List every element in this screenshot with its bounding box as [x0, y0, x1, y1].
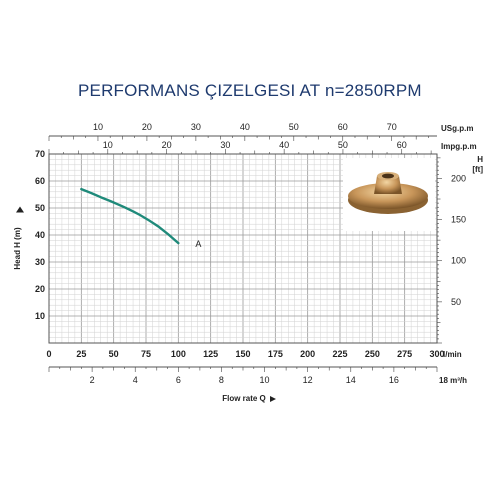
m3h-unit-label: 18 m³/h: [439, 376, 467, 385]
usgpm-tick-label: 50: [289, 122, 299, 132]
x-tick-label: 300: [429, 349, 444, 359]
y-tick-label: 40: [35, 230, 45, 240]
ft-unit-label: [ft]: [472, 165, 483, 174]
x-tick-label: 225: [332, 349, 347, 359]
impeller-hub: [374, 176, 402, 194]
y-tick-label: 30: [35, 257, 45, 267]
impgpm-tick-label: 10: [103, 140, 113, 150]
m3h-tick-label: 10: [260, 375, 270, 385]
x-tick-label: 100: [171, 349, 186, 359]
impgpm-tick-label: 40: [279, 140, 289, 150]
ft-tick-label: 150: [451, 215, 466, 225]
axes: [48, 135, 442, 372]
impgpm-tick-label: 50: [338, 140, 348, 150]
y-axis-title: Head H (m): [13, 227, 22, 270]
m3h-tick-label: 6: [176, 375, 181, 385]
x-tick-label: 0: [46, 349, 51, 359]
x-axis-title: Flow rate Q: [222, 394, 266, 403]
series-label: A: [195, 239, 201, 249]
y-axis-arrow-icon: [16, 206, 24, 213]
x-tick-label: 250: [365, 349, 380, 359]
usgpm-tick-label: 40: [240, 122, 250, 132]
impgpm-tick-label: 30: [220, 140, 230, 150]
impgpm-unit-label: Impg.p.m: [441, 142, 477, 151]
usgpm-tick-label: 60: [338, 122, 348, 132]
usgpm-tick-label: 70: [387, 122, 397, 132]
ft-tick-label: 200: [451, 173, 466, 183]
impgpm-tick-label: 60: [397, 140, 407, 150]
x-tick-label: 50: [109, 349, 119, 359]
usgpm-unit-label: USg.p.m: [441, 124, 473, 133]
impgpm-tick-label: 20: [162, 140, 172, 150]
m3h-tick-label: 8: [219, 375, 224, 385]
chart-title: PERFORMANS ÇIZELGESI AT n=2850RPM: [78, 81, 422, 100]
x-tick-label: 25: [76, 349, 86, 359]
impeller-disc: [348, 183, 428, 209]
y-tick-label: 60: [35, 176, 45, 186]
impeller-eye: [382, 173, 394, 179]
impeller-photo: [343, 158, 435, 231]
x-tick-label: 175: [268, 349, 283, 359]
ft-tick-label: 50: [451, 297, 461, 307]
y-tick-label: 10: [35, 311, 45, 321]
x-tick-label: 150: [235, 349, 250, 359]
x-tick-label: 75: [141, 349, 151, 359]
usgpm-tick-label: 30: [191, 122, 201, 132]
x-tick-label: 200: [300, 349, 315, 359]
ft-tick-label: 100: [451, 256, 466, 266]
m3h-tick-label: 14: [346, 375, 356, 385]
y-tick-label: 70: [35, 149, 45, 159]
x-tick-label: 125: [203, 349, 218, 359]
usgpm-tick-label: 20: [142, 122, 152, 132]
grid: [48, 153, 438, 344]
x-tick-label: 275: [397, 349, 412, 359]
series-curve-A: [80, 187, 180, 245]
x-axis-arrow-icon: [270, 396, 276, 402]
m3h-tick-label: 12: [303, 375, 313, 385]
usgpm-tick-label: 10: [93, 122, 103, 132]
m3h-tick-label: 16: [389, 375, 399, 385]
ft-unit-label: H: [477, 155, 483, 164]
y-tick-label: 50: [35, 203, 45, 213]
lmin-unit-label: l/min: [443, 350, 462, 359]
m3h-tick-label: 2: [90, 375, 95, 385]
y-tick-label: 20: [35, 284, 45, 294]
curves: A: [80, 187, 201, 249]
m3h-tick-label: 4: [133, 375, 138, 385]
